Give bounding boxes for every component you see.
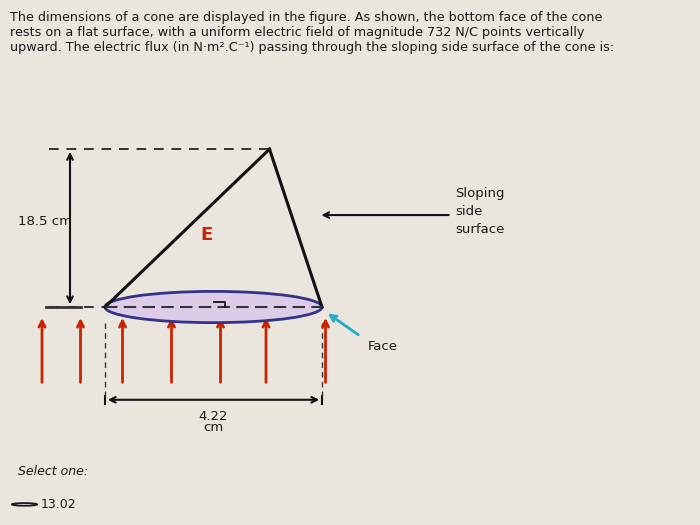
Text: E: E: [200, 226, 213, 245]
Text: 13.02: 13.02: [41, 498, 76, 511]
Text: Select one:: Select one:: [18, 465, 88, 478]
Text: cm: cm: [204, 421, 223, 434]
Text: 18.5 cm: 18.5 cm: [18, 215, 71, 228]
Ellipse shape: [105, 291, 322, 323]
Text: The dimensions of a cone are displayed in the figure. As shown, the bottom face : The dimensions of a cone are displayed i…: [10, 11, 615, 54]
Text: Face: Face: [368, 340, 398, 353]
Text: Sloping
side
surface: Sloping side surface: [455, 187, 505, 236]
Text: 4.22: 4.22: [199, 410, 228, 423]
